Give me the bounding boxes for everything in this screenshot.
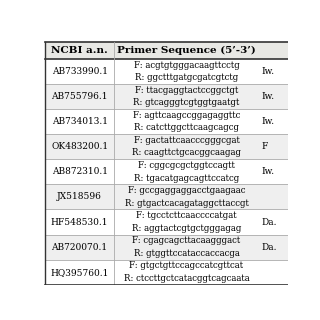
Bar	[45, 260, 288, 285]
Text: F: F	[261, 142, 268, 151]
Text: F: agttcaagccggagaggttc
R: catcttggcttcaagcagcg: F: agttcaagccggagaggttc R: catcttggcttca…	[133, 111, 240, 132]
Bar	[45, 59, 288, 84]
Bar	[45, 84, 288, 109]
Text: Primer Sequence (5’-3’): Primer Sequence (5’-3’)	[117, 46, 256, 55]
Bar	[45, 109, 288, 134]
Text: Da.: Da.	[261, 218, 277, 227]
Text: AB872310.1: AB872310.1	[52, 167, 108, 176]
Text: F: gactattcaacccgggcgat
R: caagttctgcacggcaagag: F: gactattcaacccgggcgat R: caagttctgcacg…	[132, 136, 241, 157]
Text: F: tgcctcttcaaccccatgat
R: aggtactcgtgctgggagag: F: tgcctcttcaaccccatgat R: aggtactcgtgct…	[132, 211, 241, 233]
Text: JX518596: JX518596	[57, 192, 102, 201]
Text: NCBI a.n.: NCBI a.n.	[51, 46, 108, 55]
Text: AB734013.1: AB734013.1	[52, 117, 108, 126]
Text: HQ395760.1: HQ395760.1	[51, 268, 109, 277]
Text: F: gccgaggaggacctgaagaac
R: gtgactcacagataggcttaccgt: F: gccgaggaggacctgaagaac R: gtgactcacaga…	[124, 186, 248, 208]
Text: Iw.: Iw.	[261, 92, 275, 101]
Text: Iw.: Iw.	[261, 67, 275, 76]
Bar	[45, 42, 288, 59]
Text: F: cgagcagcttacaagggact
R: gtggttccataccaccacga: F: cgagcagcttacaagggact R: gtggttccatacc…	[132, 236, 241, 258]
Text: AB720070.1: AB720070.1	[52, 243, 108, 252]
Bar	[45, 159, 288, 184]
Text: AB733990.1: AB733990.1	[52, 67, 108, 76]
Text: OK483200.1: OK483200.1	[51, 142, 108, 151]
Text: F: ttacgaggtactccggctgt
R: gtcagggtcgtggtgaatgt: F: ttacgaggtactccggctgt R: gtcagggtcgtgg…	[133, 86, 240, 107]
Text: Da.: Da.	[261, 243, 277, 252]
Text: Iw.: Iw.	[261, 117, 275, 126]
Text: Iw.: Iw.	[261, 167, 275, 176]
Text: HF548530.1: HF548530.1	[51, 218, 108, 227]
Text: F: gtgctgttccagccatcgttcat
R: ctccttgctcatacggtcagcaata: F: gtgctgttccagccatcgttcat R: ctccttgctc…	[124, 261, 249, 283]
Text: F: acgtgtgggacaagttcctg
R: ggctttgatgcgatcgtctg: F: acgtgtgggacaagttcctg R: ggctttgatgcga…	[134, 61, 239, 82]
Text: F: cggcgcgctggtccagtt
R: tgacatgagcagttccatcg: F: cggcgcgctggtccagtt R: tgacatgagcagttc…	[134, 161, 239, 183]
Text: AB755796.1: AB755796.1	[51, 92, 108, 101]
Bar	[45, 134, 288, 159]
Bar	[45, 210, 288, 235]
Bar	[45, 235, 288, 260]
Bar	[45, 184, 288, 210]
